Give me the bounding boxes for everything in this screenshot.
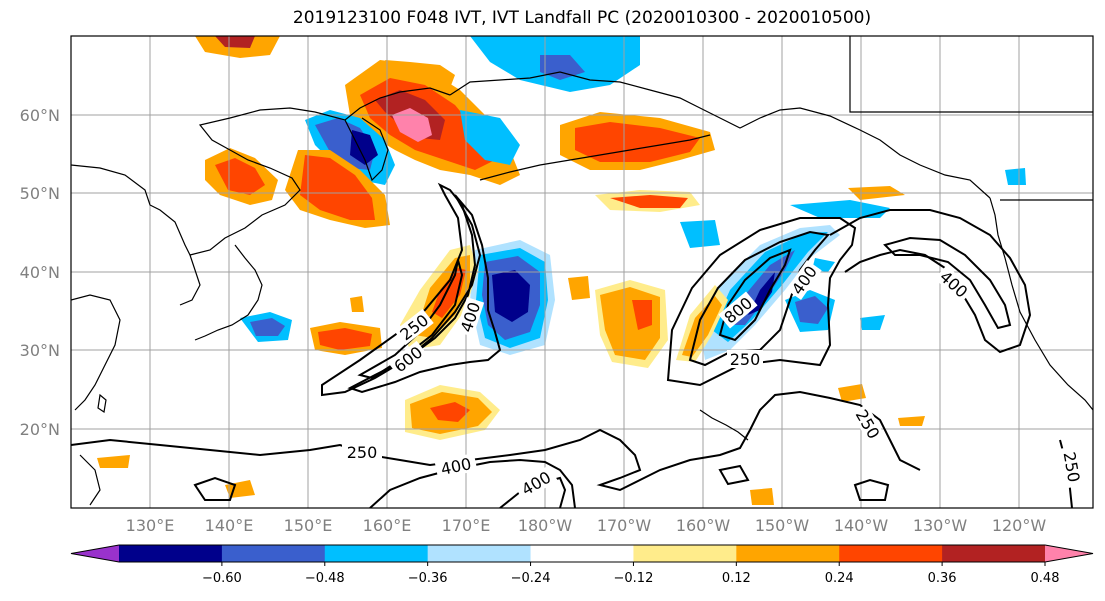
colorbar-tick-label: 0.48 [1031,571,1060,586]
contour-small-1 [853,478,890,501]
lon-label: 160°W [676,516,731,535]
japan-coast [194,244,263,341]
lon-label: 130°W [913,516,968,535]
shade-patch [215,36,255,48]
colorbar: −0.60 −0.48 −0.36 −0.24 −0.12 0.12 0.24 0.36 0.4… [70,544,1094,586]
shade-patch [430,402,470,422]
philippines-coast [79,454,101,506]
colorbar-segment [221,545,326,562]
shade-patch [860,315,885,330]
lon-label: 170°E [442,516,491,535]
colorbar-tick-label: 0.24 [825,571,854,586]
colorbar-tick-label: −0.24 [511,571,551,586]
map-frame [70,35,1094,509]
aleutians [479,134,711,181]
contour-small-3 [718,464,750,486]
colorbar-tick-label: −0.60 [202,571,242,586]
shade-patch [1005,168,1026,185]
contour-400-west [347,194,502,394]
colorbar-tick-label: 0.12 [722,571,751,586]
lat-label: 20°N [20,420,60,439]
colorbar-segment [119,545,223,562]
ivt-anomaly-shading [97,36,1026,505]
lon-label: 150°W [755,516,810,535]
contour-400-ne-inner [883,236,1012,330]
shade-patch [750,488,774,505]
contour-250-west [321,182,477,397]
colorbar-tick-label: −0.36 [408,571,448,586]
lon-label: 140°W [834,516,889,535]
lon-label: 170°W [597,516,652,535]
hawaii [699,409,749,441]
lon-axis: 130°E 140°E 150°E 160°E 170°E 180°W 170°… [126,516,1047,535]
shade-patch [838,384,866,402]
shade-patch [385,60,455,88]
map-title: 2019123100 F048 IVT, IVT Landfall PC (20… [292,8,872,28]
shade-patch [250,318,285,336]
colorbar-segment [633,545,737,562]
shade-patch [682,296,722,357]
contour-label: 250 [730,350,761,369]
coastlines [71,36,1093,506]
lat-label: 50°N [20,184,60,203]
canada-border [849,36,1093,113]
shade-patch [610,195,688,208]
shade-patch [97,455,130,468]
colorbar-segment [530,545,634,562]
lon-label: 140°E [205,516,254,535]
china-coast [71,294,121,411]
colorbar-tick-label: −0.48 [305,571,345,586]
colorbar-segment [736,545,840,562]
contour-400-south [369,458,576,508]
shade-patch [790,200,890,218]
contour-400-ne [829,209,1032,354]
shade-patch [575,122,700,162]
shade-patch [632,300,652,330]
contour-800-east [718,248,792,342]
shade-patch [492,270,530,322]
lon-label: 120°W [992,516,1047,535]
contour-250-east [666,217,857,387]
lat-label: 30°N [20,341,60,360]
shade-patch [350,296,364,312]
shade-patch [318,328,372,350]
kamchatka-coast [344,117,389,182]
alaska-coast [449,71,991,199]
lat-axis: 60°N 50°N 40°N 30°N 20°N [20,106,60,439]
colorbar-segment [427,545,532,562]
colorbar-tick-label: −0.12 [614,571,654,586]
colorbar-segment [839,545,943,562]
shade-patch [898,416,925,426]
shade-patch [392,108,432,142]
lon-label: 160°E [363,516,412,535]
graticule [71,36,1093,508]
lat-label: 40°N [20,263,60,282]
contour-label: 250 [347,443,378,462]
shade-patch [215,158,265,195]
taiwan-coast [97,393,107,414]
shade-patch [350,130,378,165]
lon-label: 180°W [518,516,573,535]
na-west-coast [989,197,1093,411]
shade-patch [568,276,590,300]
contour-250-south [71,390,921,492]
colorbar-extend-high [1045,545,1093,562]
colorbar-tick-label: 0.36 [928,571,957,586]
colorbar-segment [942,545,1046,562]
lon-label: 130°E [126,516,175,535]
lat-label: 60°N [20,106,60,125]
contour-small-2 [193,476,237,501]
colorbar-outline [70,544,1094,563]
colorbar-extend-low [71,545,119,562]
lon-label: 150°E [284,516,333,535]
shade-patch [460,110,520,165]
colorbar-segment [324,545,429,562]
shade-patch [680,220,720,248]
korea-coast [179,254,201,306]
shade-patch [300,155,375,220]
shade-patch [795,296,828,324]
